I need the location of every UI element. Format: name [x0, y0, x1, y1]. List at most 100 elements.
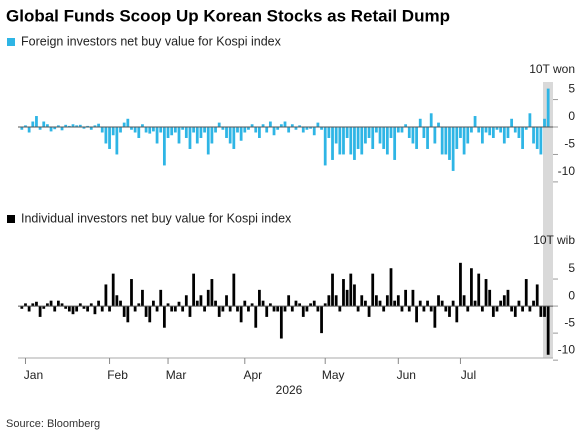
- bar: [78, 124, 82, 128]
- bar: [451, 127, 455, 171]
- bar: [177, 127, 181, 144]
- bar: [411, 127, 415, 144]
- bar: [152, 127, 155, 132]
- bar: [532, 300, 535, 307]
- bar: [385, 127, 389, 155]
- bar: [338, 306, 342, 312]
- bar: [488, 127, 492, 136]
- bar: [305, 306, 309, 312]
- bar: [312, 127, 316, 136]
- bar: [177, 301, 181, 307]
- bar: [141, 289, 144, 307]
- bar: [122, 306, 126, 317]
- bar: [265, 127, 269, 133]
- bar: [122, 122, 126, 128]
- bar: [480, 306, 484, 312]
- bar: [78, 303, 82, 307]
- bar: [42, 306, 46, 309]
- bar: [543, 306, 546, 317]
- y-tick-label: -10: [558, 342, 576, 356]
- bar: [173, 306, 177, 312]
- x-tick-label: May: [322, 368, 345, 382]
- x-tick-label: Jun: [397, 368, 416, 382]
- bar: [470, 127, 473, 133]
- bar: [188, 306, 192, 317]
- bar: [356, 306, 360, 312]
- bar: [228, 127, 232, 144]
- bar: [353, 284, 356, 307]
- bar: [195, 127, 199, 144]
- bar: [429, 113, 433, 128]
- bar: [247, 127, 250, 130]
- bar: [272, 306, 276, 312]
- bar: [364, 127, 367, 144]
- bar: [426, 127, 429, 149]
- bar: [513, 306, 517, 317]
- bar: [67, 125, 71, 128]
- bar: [290, 124, 294, 128]
- bar: [535, 127, 539, 149]
- bar: [334, 127, 338, 144]
- bar: [144, 127, 148, 133]
- bar: [221, 306, 225, 312]
- bar: [276, 306, 280, 312]
- bar: [342, 279, 345, 307]
- bar: [217, 122, 221, 128]
- bar: [367, 127, 371, 138]
- bar: [334, 295, 338, 307]
- bar: [141, 124, 144, 128]
- bar: [170, 127, 174, 136]
- x-tick-label: Feb: [107, 368, 128, 382]
- bar: [459, 127, 462, 138]
- bar: [528, 306, 532, 312]
- bar: [24, 303, 27, 307]
- bar: [532, 127, 535, 144]
- bar: [298, 303, 302, 307]
- chart-title: Global Funds Scoop Up Korean Stocks as R…: [6, 6, 450, 25]
- bar: [400, 127, 404, 133]
- bar: [126, 118, 130, 128]
- bar: [60, 127, 64, 131]
- bar: [108, 127, 111, 149]
- bar: [400, 306, 404, 312]
- bar: [20, 127, 24, 130]
- bar: [261, 124, 265, 128]
- bar: [301, 127, 305, 133]
- bar: [517, 127, 521, 138]
- bar: [470, 268, 473, 307]
- bar: [342, 127, 345, 155]
- bar: [133, 127, 137, 133]
- bar: [126, 306, 130, 323]
- bar: [42, 121, 46, 128]
- bar: [243, 300, 247, 307]
- bar: [75, 125, 79, 128]
- bar: [382, 127, 386, 149]
- bar: [349, 127, 353, 155]
- bar: [411, 289, 415, 307]
- bar: [389, 268, 393, 307]
- bar: [38, 127, 42, 130]
- bar: [104, 127, 108, 144]
- bar: [35, 301, 38, 307]
- y-tick-label: -5: [564, 137, 575, 151]
- bar: [320, 306, 323, 334]
- bar: [374, 127, 378, 133]
- bar: [491, 306, 495, 317]
- bar: [283, 121, 287, 128]
- bar: [524, 127, 528, 130]
- bar: [360, 127, 364, 155]
- bar: [546, 88, 550, 128]
- bar: [203, 127, 206, 133]
- bar: [104, 284, 108, 307]
- bar: [455, 127, 459, 149]
- bar: [488, 289, 492, 307]
- bar: [162, 306, 166, 328]
- bar: [495, 306, 499, 312]
- x-tick-label: Apr: [243, 368, 262, 382]
- bar: [418, 118, 422, 128]
- bar: [53, 306, 57, 312]
- bar: [225, 295, 228, 307]
- bar: [82, 306, 86, 309]
- bar: [206, 289, 210, 307]
- bar: [360, 295, 364, 307]
